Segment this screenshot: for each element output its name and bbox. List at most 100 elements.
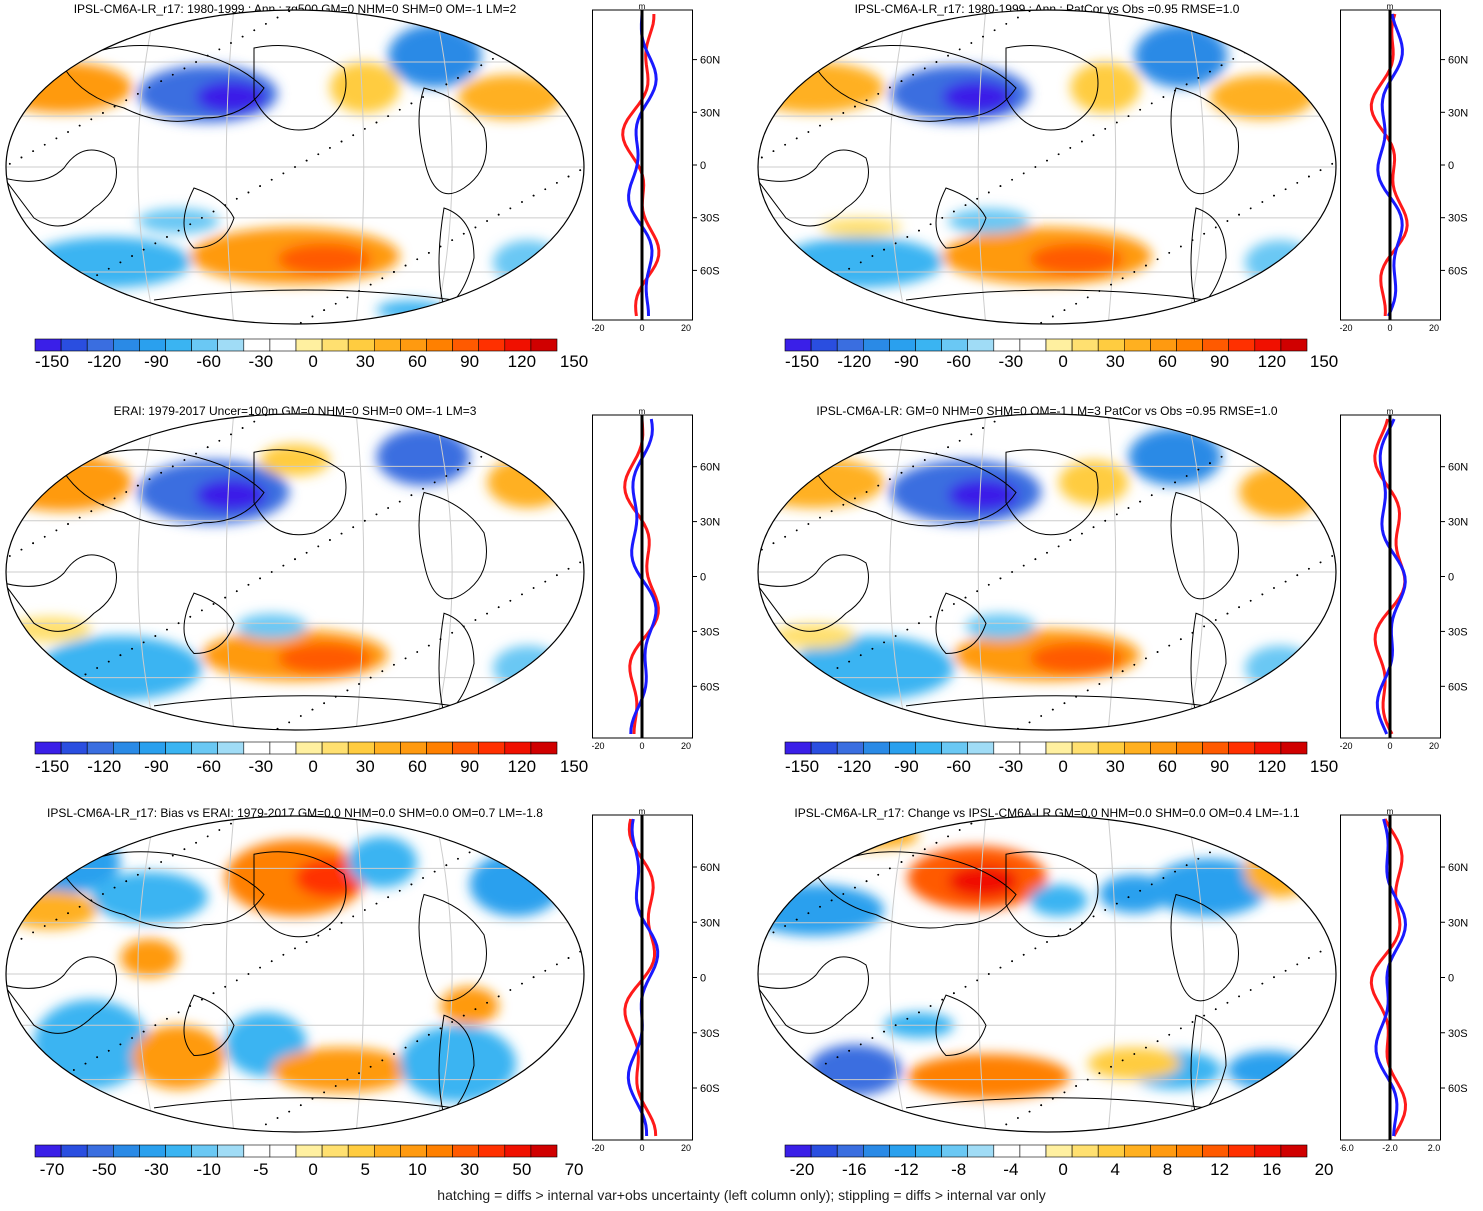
colorbar-label: 0	[1058, 1160, 1068, 1179]
stipple-dot	[544, 969, 547, 972]
colorbar-label: 120	[507, 757, 537, 776]
profile-x-tick: -20	[592, 1143, 605, 1153]
stipple-dot	[177, 1011, 180, 1014]
colorbar-swatch	[347, 741, 375, 755]
stipple-dot	[918, 1011, 920, 1014]
stipple-dot	[247, 191, 250, 194]
stipple-dot	[1075, 1085, 1077, 1087]
profile-lat-tick: 60S	[1448, 265, 1468, 277]
profile-lat-tick: 60S	[700, 265, 720, 277]
stipple-dot	[982, 427, 984, 429]
stipple-dot	[1302, 1120, 1304, 1123]
stipple-dot	[1267, 38, 1270, 41]
stipple-dot	[171, 73, 174, 76]
stipple-dot	[1308, 175, 1310, 178]
stipple-dot	[556, 574, 558, 577]
stipple-dot	[294, 166, 296, 168]
stipple-dot	[515, 825, 518, 828]
colorbar-label: 0	[1058, 352, 1068, 371]
stipple-dot	[451, 1021, 454, 1023]
field-blob	[6, 890, 98, 930]
zonal-mean-profile: m -20 0 20 60N 30N 0 30S 60S	[1340, 4, 1468, 333]
stipple-dot	[265, 23, 267, 25]
stipple-dot	[398, 500, 401, 503]
stipple-dot	[457, 857, 459, 860]
stipple-dot	[1290, 1126, 1293, 1129]
stipple-dot	[1162, 487, 1165, 490]
stipple-dot	[894, 1024, 897, 1027]
stipple-dot	[509, 599, 512, 602]
stipple-dot	[14, 1101, 17, 1103]
stipple-dot	[1081, 532, 1083, 535]
field-blob	[347, 836, 418, 888]
stipple-dot	[1145, 264, 1147, 267]
meridian-line	[1107, 414, 1117, 730]
stipple-dot	[387, 896, 390, 899]
stipple-dot	[1185, 864, 1188, 867]
colorbar-swatch	[967, 338, 995, 352]
stipple-dot	[1179, 1027, 1182, 1030]
stipple-dot	[526, 819, 529, 822]
colorbar-label: -30	[998, 757, 1024, 776]
stipple-dot	[8, 555, 11, 557]
stipple-dot	[912, 73, 915, 76]
field-blob	[196, 81, 266, 113]
stipple-dot	[888, 867, 891, 870]
field-blob	[469, 852, 563, 917]
stipple-dot	[871, 255, 874, 257]
stipple-dot	[1069, 147, 1072, 149]
colorbar-swatch	[993, 741, 1021, 755]
stipple-dot	[900, 861, 903, 863]
stipple-dot	[375, 902, 378, 905]
colorbar-swatch	[1019, 741, 1047, 755]
stipple-dot	[55, 918, 58, 921]
stipple-dot	[1179, 638, 1182, 641]
stipple-dot	[32, 150, 34, 153]
stipple-dot	[993, 420, 996, 423]
stipple-dot	[38, 306, 40, 308]
stipple-dot	[393, 663, 395, 666]
profile-lat-tick: 30N	[1448, 107, 1468, 119]
colorbar-swatch	[941, 741, 969, 755]
stipple-dot	[1150, 102, 1153, 105]
colorbar-label: -30	[998, 352, 1024, 371]
stipple-dot	[26, 705, 29, 708]
stipple-dot	[474, 619, 477, 621]
stipple-dot	[562, 412, 564, 413]
colorbar-swatch	[86, 338, 114, 352]
stipple-dot	[854, 105, 856, 108]
colorbar-swatch	[863, 1144, 890, 1158]
stipple-dot	[854, 497, 856, 500]
colorbar-swatch	[1097, 1144, 1125, 1158]
stipple-dot	[906, 1017, 909, 1020]
stipple-dot	[340, 921, 343, 924]
stipple-dot	[329, 147, 331, 149]
stipple-dot	[1156, 1040, 1159, 1043]
stipple-dot	[515, 436, 518, 439]
colorbar-swatch	[836, 1144, 864, 1158]
stipple-dot	[824, 280, 827, 283]
stipple-dot	[38, 1088, 40, 1091]
stipple-dot	[1302, 19, 1304, 22]
colorbar-swatch	[321, 741, 349, 755]
stipple-dot	[766, 312, 769, 315]
stipple-dot	[398, 889, 401, 892]
stipple-dot	[55, 529, 58, 532]
stipple-dot	[894, 242, 897, 245]
stipple-dot	[865, 491, 868, 493]
stipple-dot	[84, 673, 87, 676]
stipple-dot	[877, 873, 880, 876]
meridian-line	[977, 816, 987, 1132]
profile-lat-tick: 60N	[700, 862, 720, 874]
meridian-line	[977, 414, 987, 730]
stipple-dot	[1051, 1097, 1054, 1100]
stipple-dot	[148, 86, 151, 89]
meridian-line	[137, 10, 156, 324]
stipple-dot	[276, 1117, 279, 1119]
map-border	[757, 815, 1337, 1133]
colorbar-swatch	[993, 1144, 1021, 1158]
stipple-dot	[241, 816, 244, 819]
stipple-dot	[813, 1069, 816, 1071]
colorbar-swatch	[426, 741, 453, 755]
stipple-dot	[801, 1075, 804, 1078]
